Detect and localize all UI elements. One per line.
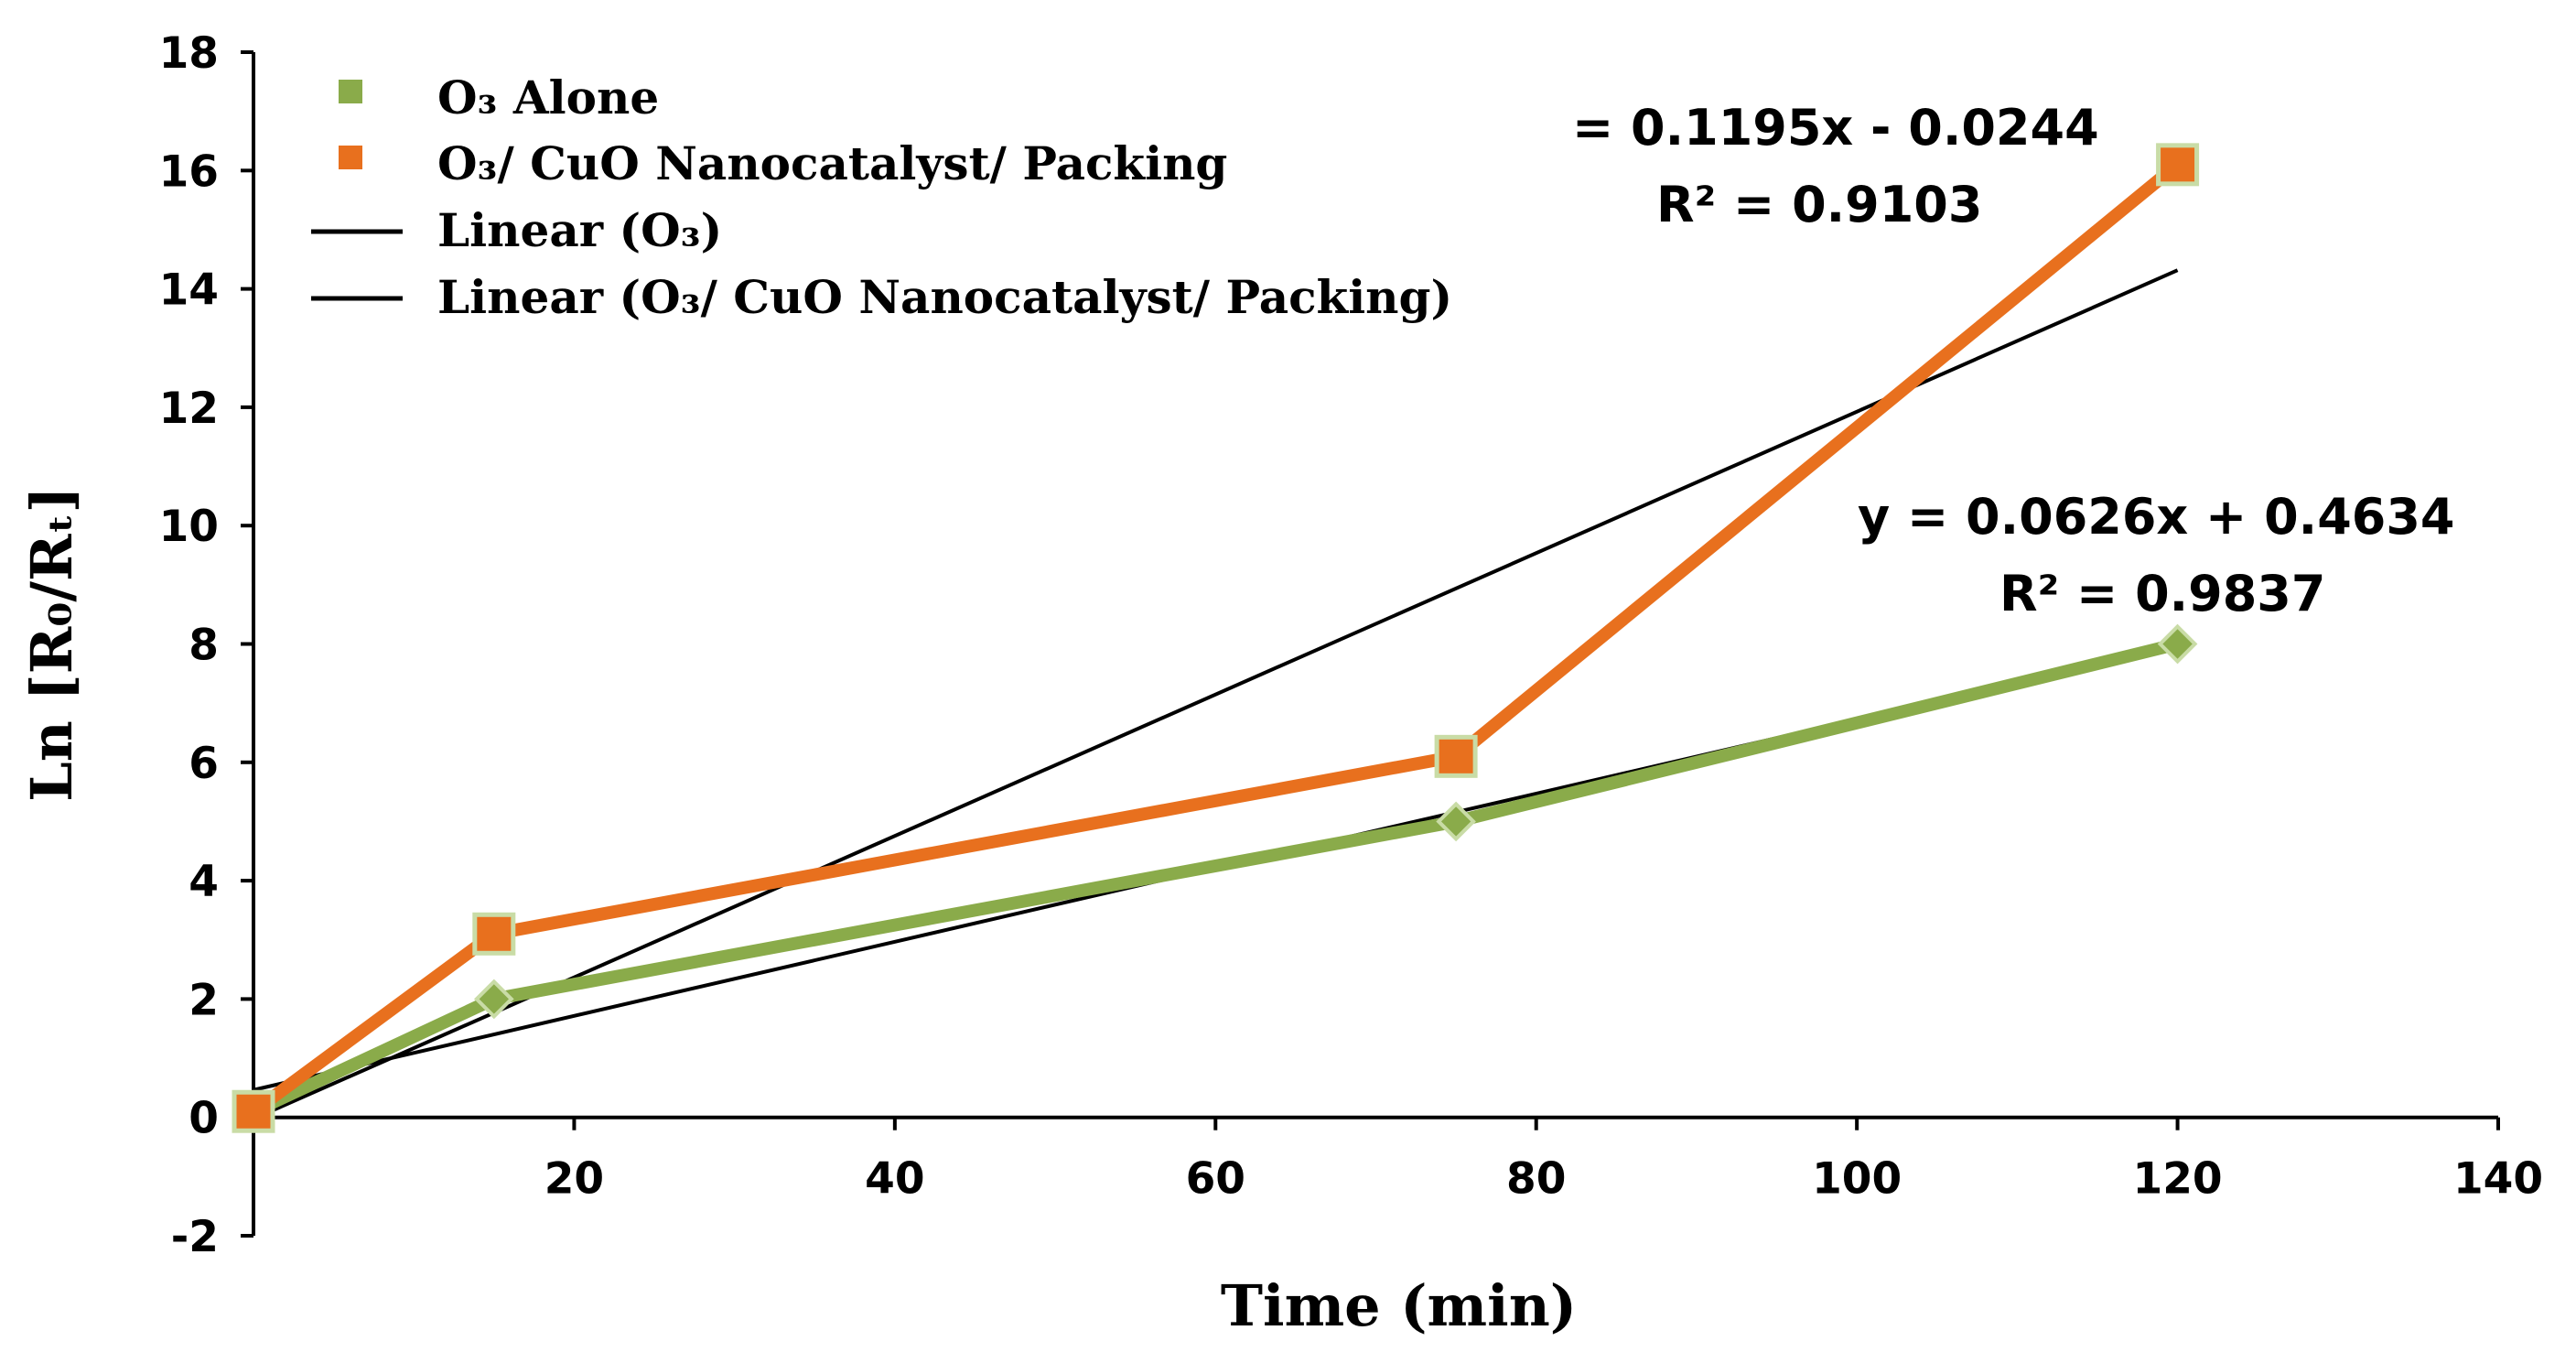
- y-tick-label: 0: [189, 1094, 219, 1144]
- y-tick-label: 2: [189, 975, 219, 1025]
- y-tick-label: -2: [171, 1212, 219, 1262]
- x-tick-label: 140: [2453, 1154, 2543, 1205]
- data-point-diamond: [473, 979, 514, 1020]
- y-tick-label: 18: [159, 28, 219, 79]
- trendline-r2-o3: R² = 0.9837: [1999, 565, 2325, 622]
- annotations: y = 0.0626x + 0.4634 R² = 0.9837 = 0.1195x…: [1572, 99, 2454, 622]
- series-group: [232, 143, 2200, 1133]
- x-tick-label: 60: [1186, 1154, 1245, 1205]
- y-tick-label: 10: [159, 502, 219, 552]
- x-tick-label: 120: [2133, 1154, 2223, 1205]
- trendline-equation-o3: y = 0.0626x + 0.4634: [1858, 488, 2454, 546]
- y-tick-label: 14: [159, 265, 219, 316]
- legend-swatch-o3: [339, 80, 362, 103]
- trendline-r2-cuo: R² = 0.9103: [1656, 176, 1982, 233]
- series-line-1: [247, 157, 2184, 1119]
- y-tick-label: 6: [189, 739, 219, 789]
- y-tick-label: 8: [189, 621, 219, 671]
- y-tick-label: 12: [159, 384, 219, 434]
- data-point-square: [2156, 143, 2200, 187]
- data-point-square: [1434, 734, 1478, 778]
- data-point-diamond: [2157, 623, 2198, 665]
- legend-label: O₃ Alone: [437, 70, 659, 124]
- y-axis-title: Ln [R₀/Rₜ]: [18, 486, 85, 802]
- legend: O₃ Alone O₃/ CuO Nanocatalyst/ Packing Lin…: [311, 70, 1452, 324]
- data-point-diamond: [1436, 801, 1476, 842]
- x-tick-label: 20: [544, 1154, 604, 1205]
- legend-label: Linear (O₃): [437, 203, 722, 257]
- series-line-0: [247, 637, 2184, 1119]
- y-tick-label: 4: [189, 857, 219, 907]
- trendline-1: [253, 268, 2179, 1121]
- y-tick-label: 16: [159, 146, 219, 197]
- trendline-equation-cuo: = 0.1195x - 0.0244: [1572, 99, 2099, 157]
- legend-label: O₃/ CuO Nanocatalyst/ Packing: [437, 136, 1227, 190]
- axes: -2 0 2 4 6 8 10 12 14 16 18 20 40 60 80 100 120 140 Time (…: [18, 28, 2543, 1339]
- x-axis-title: Time (min): [1221, 1272, 1577, 1339]
- legend-swatch-cuo: [339, 146, 362, 169]
- x-tick-label: 40: [865, 1154, 924, 1205]
- data-point-square: [232, 1089, 275, 1133]
- x-tick-label: 80: [1506, 1154, 1566, 1205]
- legend-label: Linear (O₃/ CuO Nanocatalyst/ Packing): [437, 270, 1452, 324]
- x-tick-label: 100: [1812, 1154, 1902, 1205]
- data-point-square: [472, 912, 516, 956]
